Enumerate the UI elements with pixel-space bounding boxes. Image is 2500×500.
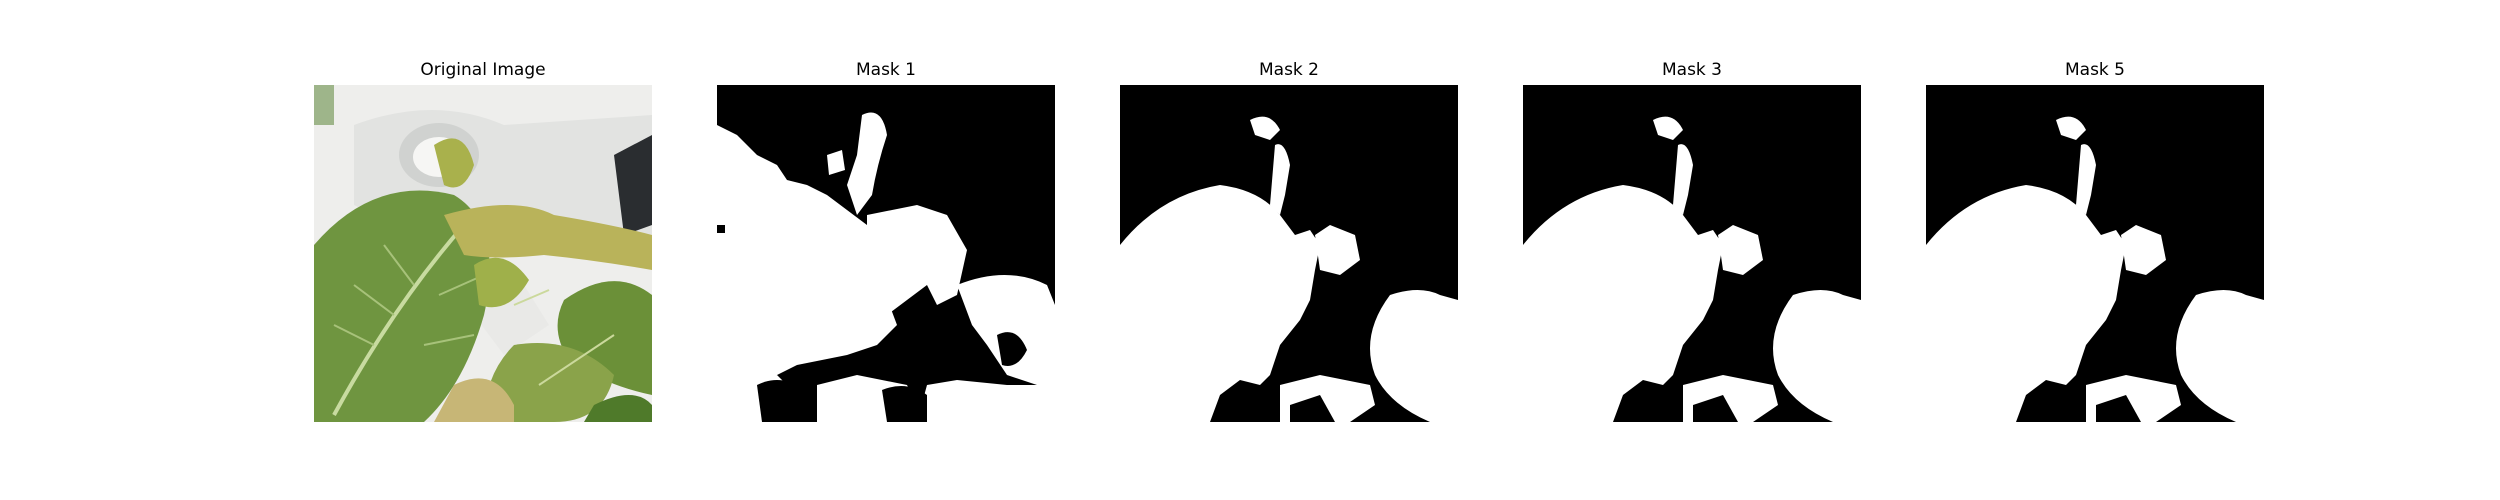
panel-mask-3: Mask 3 — [1523, 0, 1861, 500]
panel-title: Mask 2 — [1258, 60, 1319, 80]
mask-5 — [1926, 85, 2264, 422]
mask-1-image — [717, 85, 1055, 422]
plant-photo — [314, 85, 652, 422]
mask-2-image — [1120, 85, 1458, 422]
mask-1 — [717, 85, 1055, 422]
mask-2 — [1120, 85, 1458, 422]
original-image — [314, 85, 652, 422]
panel-mask-5: Mask 5 — [1926, 0, 2264, 500]
panel-original: Original Image — [314, 0, 652, 500]
panel-mask-2: Mask 2 — [1120, 0, 1458, 500]
mask-3 — [1523, 85, 1861, 422]
panel-mask-1: Mask 1 — [717, 0, 1055, 500]
panel-title: Original Image — [420, 60, 546, 80]
panel-title: Mask 5 — [2064, 60, 2125, 80]
panel-title: Mask 3 — [1661, 60, 1722, 80]
mask-5-image — [1926, 85, 2264, 422]
panel-title: Mask 1 — [855, 60, 916, 80]
mask-3-image — [1523, 85, 1861, 422]
